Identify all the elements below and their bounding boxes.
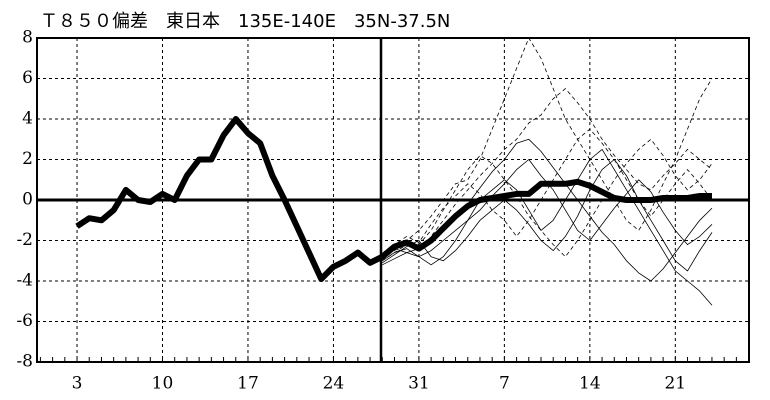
mean-line <box>75 116 712 282</box>
member-line <box>382 128 713 257</box>
member-line <box>382 88 713 262</box>
plot-area <box>75 38 713 306</box>
plot-frame <box>36 37 750 363</box>
y-tick-label: 6 <box>22 68 33 88</box>
y-tick-label: -8 <box>16 352 33 372</box>
x-tick-label: 21 <box>664 374 686 394</box>
member-line <box>382 149 713 306</box>
chart-title: Ｔ８５０偏差 東日本 135E-140E 35N-37.5N <box>40 11 450 32</box>
x-tick-label: 14 <box>579 374 601 394</box>
y-tick-label: -6 <box>16 311 33 331</box>
member-line <box>382 138 713 282</box>
x-tick-label: 17 <box>237 374 259 394</box>
y-tick-label: -4 <box>16 271 33 291</box>
member-line <box>382 159 713 272</box>
y-tick-label: 2 <box>22 149 33 169</box>
y-tick-label: 0 <box>22 190 33 210</box>
member-line <box>382 138 713 260</box>
y-tick-label: 4 <box>22 109 33 129</box>
x-tick-label: 7 <box>499 374 510 394</box>
y-tick-label: 8 <box>22 28 33 48</box>
y-tick-label: -2 <box>16 230 33 250</box>
x-tick-label: 3 <box>72 374 83 394</box>
x-tick-label: 10 <box>152 374 174 394</box>
x-tick-label: 24 <box>323 374 345 394</box>
x-tick-label: 31 <box>408 374 430 394</box>
